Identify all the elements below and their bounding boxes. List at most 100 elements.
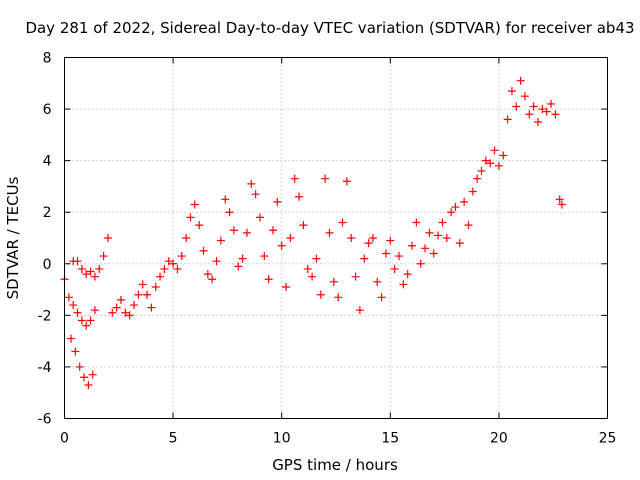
y-tick-label: -6 [38,412,52,428]
data-point [477,166,486,175]
data-point [73,308,82,317]
y-tick-label: 8 [43,51,52,67]
data-point [494,161,503,170]
x-tick-label: 5 [169,431,178,447]
data-point [112,303,121,312]
data-point [325,228,334,237]
data-point [364,239,373,248]
data-point [216,236,225,245]
data-point [186,213,195,222]
data-point [269,226,278,235]
data-point [473,174,482,183]
data-point [151,282,160,291]
data-point [260,252,269,261]
data-point [234,262,243,271]
data-point [147,303,156,312]
data-point [290,174,299,183]
data-point [108,308,117,317]
x-tick-label: 10 [273,431,291,447]
plot-frame [64,57,608,419]
data-point [229,226,238,235]
data-point [351,272,360,281]
data-point [368,234,377,242]
x-tick-label: 20 [490,431,508,447]
data-point [542,107,551,116]
data-point [95,264,104,273]
data-point [82,270,91,279]
data-point [377,293,386,302]
data-point [412,218,421,227]
data-point [86,267,95,276]
x-tick-labels: 0 5 10 15 20 25 [60,431,616,447]
data-point [156,272,165,281]
data-point [486,159,495,168]
data-point [130,301,139,310]
data-point [121,308,130,317]
data-point [507,87,516,96]
data-point [434,231,443,240]
data-point [338,218,347,227]
data-point [303,264,312,273]
data-point [90,306,99,315]
y-tick-label: -2 [38,308,52,324]
data-point [468,187,477,196]
data-point [490,146,499,155]
data-point [116,295,125,304]
data-point [286,234,295,242]
data-point [77,316,86,325]
data-point [77,264,86,273]
data-point [282,282,291,291]
data-point [425,228,434,237]
data-point [321,174,330,183]
y-axis-label: SDTVAR / TECUs [4,176,22,299]
y-tick-label: 2 [43,205,52,221]
data-point [533,117,542,126]
y-tick-label: 6 [43,102,52,118]
data-point [399,280,408,289]
data-point [547,99,556,108]
data-point [447,208,456,217]
data-point [481,156,490,165]
data-point [381,249,390,258]
axis-ticks [64,57,608,419]
data-point [316,290,325,299]
data-point [277,241,286,250]
data-point [442,234,451,242]
data-point [143,290,152,299]
data-point [360,254,369,263]
data-point [75,362,84,371]
data-point [134,290,143,299]
data-point [499,151,508,160]
data-point [525,110,534,119]
data-point [451,203,460,212]
chart-title: Day 281 of 2022, Sidereal Day-to-day VTE… [25,19,634,37]
data-point [429,249,438,258]
data-point [408,241,417,250]
data-point [416,259,425,268]
data-point [538,105,547,114]
data-point [386,236,395,245]
data-point [221,195,230,204]
data-point [329,277,338,286]
data-points [60,76,566,389]
data-point [88,370,97,379]
data-point [86,316,95,325]
data-point [512,102,521,111]
x-tick-label: 25 [599,431,617,447]
data-point [555,195,564,204]
data-point [64,293,73,302]
data-point [208,275,217,284]
data-point [238,254,247,263]
data-point [195,221,204,230]
data-point [403,270,412,279]
x-axis-label: GPS time / hours [272,456,398,474]
data-point [82,321,91,330]
y-tick-label: 4 [43,154,52,170]
data-point [125,311,134,320]
data-point [355,306,364,315]
data-point [551,110,560,119]
data-point [312,254,321,263]
data-point [295,192,304,201]
data-point [373,277,382,286]
